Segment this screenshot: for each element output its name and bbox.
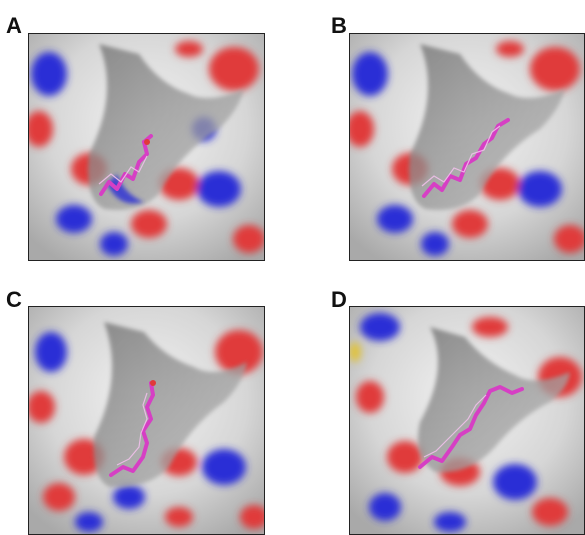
ligand-d [418,385,524,469]
panel-label-c: C [6,287,22,312]
panel-label-d: D [331,287,347,312]
ligand-c [109,381,155,477]
molecular-surface-image-d [349,306,585,535]
ligand-b [422,118,510,198]
molecular-surface-image-c [28,306,265,535]
panel-label-b: B [331,13,347,38]
panel-label-a: A [6,13,22,38]
molecular-surface-image-a [28,33,265,261]
molecular-surface-image-b [349,33,585,261]
